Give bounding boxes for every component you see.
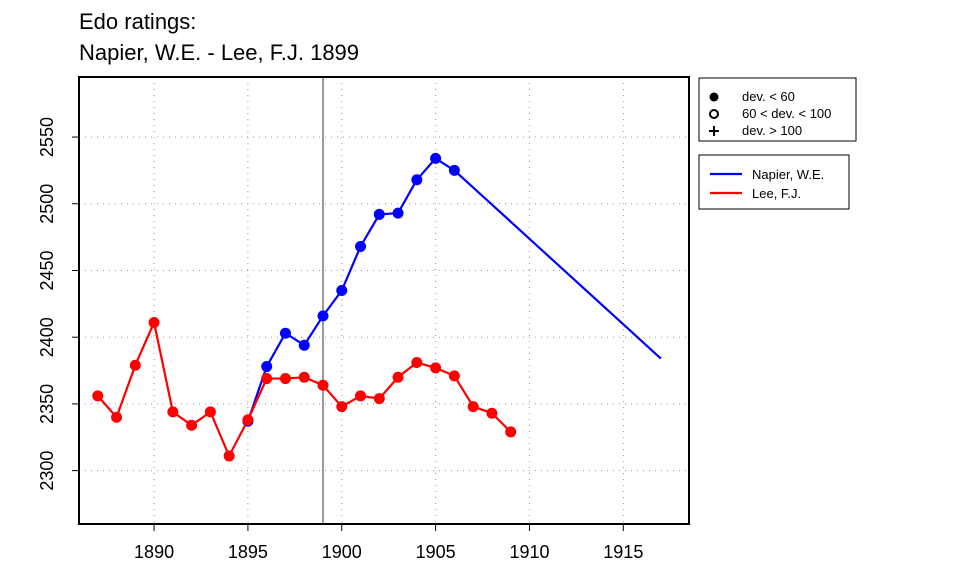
marker-legend: dev. < 60 60 < dev. < 100 dev. > 100	[698, 77, 857, 142]
data-point	[411, 357, 423, 369]
data-point	[223, 450, 235, 462]
marker-legend-label: dev. < 60	[742, 89, 795, 104]
x-tick-label: 1905	[416, 542, 456, 562]
data-point	[317, 310, 329, 322]
chart-title: Edo ratings:	[79, 9, 197, 34]
x-tick-label: 1895	[228, 542, 268, 562]
y-tick-label: 2550	[37, 117, 57, 157]
data-point	[430, 152, 442, 164]
data-point	[279, 327, 291, 339]
axes: 1890 1895 1900 1905 1910 1915 2300 2350 2400 2450…	[37, 117, 643, 562]
data-point	[373, 208, 385, 220]
y-tick-label: 2400	[37, 317, 57, 357]
data-point	[298, 371, 310, 383]
data-point	[186, 419, 198, 431]
data-point	[373, 393, 385, 405]
series-extension-line	[453, 169, 662, 360]
chart-subtitle: Napier, W.E. - Lee, F.J. 1899	[79, 40, 360, 65]
x-tick-label: 1900	[322, 542, 362, 562]
open-circle-icon	[709, 109, 719, 119]
plot-frame	[78, 76, 690, 525]
filled-circle-icon	[709, 92, 719, 102]
y-tick-label: 2500	[37, 184, 57, 224]
x-tick-label: 1890	[134, 542, 174, 562]
series-line	[246, 156, 455, 422]
data-point	[317, 379, 329, 391]
series-1	[92, 317, 517, 462]
series-legend-label: Lee, F.J.	[752, 186, 801, 201]
data-point	[448, 164, 460, 176]
data-point	[167, 406, 179, 418]
data-point	[355, 390, 367, 402]
data-point	[148, 317, 160, 329]
data-point	[467, 401, 479, 413]
data-point	[392, 371, 404, 383]
x-tick-label: 1910	[509, 542, 549, 562]
marker-legend-label: dev. > 100	[742, 123, 802, 138]
grid	[79, 77, 689, 524]
data-point	[392, 207, 404, 219]
data-point	[298, 339, 310, 351]
series-0	[242, 152, 662, 427]
x-tick-label: 1915	[603, 542, 643, 562]
series-layer	[92, 152, 662, 462]
data-point	[505, 426, 517, 438]
series-legend-label: Napier, W.E.	[752, 167, 824, 182]
data-point	[92, 390, 104, 402]
data-point	[111, 411, 123, 423]
data-point	[261, 361, 273, 373]
plus-icon	[709, 126, 719, 136]
data-point	[279, 373, 291, 385]
data-point	[261, 373, 273, 385]
y-tick-label: 2350	[37, 384, 57, 424]
data-point	[448, 370, 460, 382]
data-point	[129, 359, 141, 371]
data-point	[336, 401, 348, 413]
marker-legend-label: 60 < dev. < 100	[742, 106, 831, 121]
series-legend: Napier, W.E. Lee, F.J.	[698, 154, 850, 210]
data-point	[204, 406, 216, 418]
data-point	[242, 414, 254, 426]
data-point	[430, 362, 442, 374]
y-tick-label: 2300	[37, 451, 57, 491]
data-point	[486, 407, 498, 419]
data-point	[336, 284, 348, 296]
data-point	[411, 174, 423, 186]
data-point	[355, 240, 367, 252]
y-tick-label: 2450	[37, 250, 57, 290]
